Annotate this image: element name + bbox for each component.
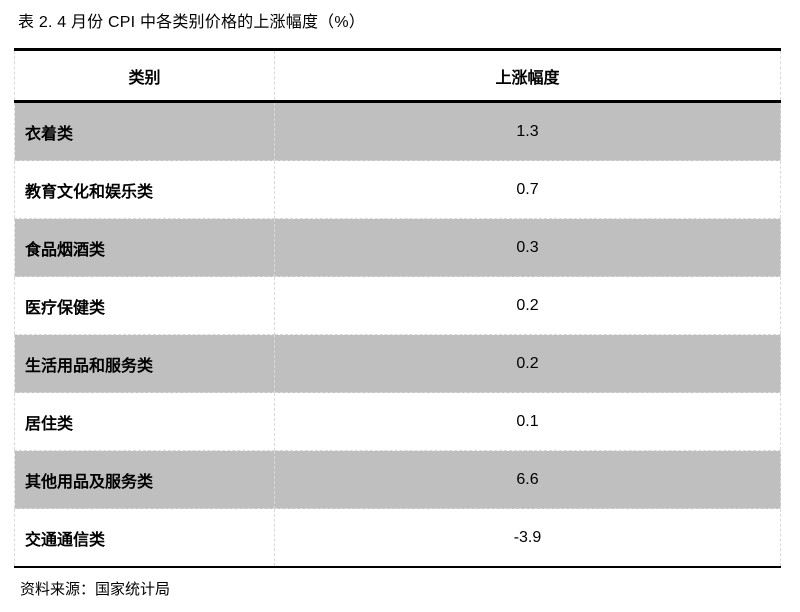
value-cell: 1.3 (274, 101, 781, 161)
category-cell: 医疗保健类 (14, 276, 275, 335)
category-cell: 交通通信类 (14, 508, 275, 568)
table-row: 医疗保健类 0.2 (14, 276, 781, 335)
category-cell: 其他用品及服务类 (14, 450, 275, 509)
category-cell: 教育文化和娱乐类 (14, 160, 275, 219)
col-header-increase: 上涨幅度 (274, 48, 781, 103)
category-cell: 衣着类 (14, 101, 275, 161)
table-row: 居住类 0.1 (14, 392, 781, 451)
table-row: 交通通信类 -3.9 (14, 508, 781, 568)
value-cell: 0.2 (274, 276, 781, 335)
value-cell: 0.2 (274, 334, 781, 393)
table-row: 衣着类 1.3 (14, 101, 781, 161)
table-header: 类别 上涨幅度 (14, 48, 781, 103)
table-row: 生活用品和服务类 0.2 (14, 334, 781, 393)
value-cell: 6.6 (274, 450, 781, 509)
table-title: 表 2. 4 月份 CPI 中各类别价格的上涨幅度（%） (18, 14, 365, 31)
value-cell: 0.3 (274, 218, 781, 277)
table-row: 教育文化和娱乐类 0.7 (14, 160, 781, 219)
category-cell: 食品烟酒类 (14, 218, 275, 277)
table-row: 其他用品及服务类 6.6 (14, 450, 781, 509)
cpi-table: 类别 上涨幅度 衣着类 1.3 教育文化和娱乐类 0.7 食品烟酒类 0.3 医疗保健类 0.… (14, 48, 781, 568)
category-cell: 居住类 (14, 392, 275, 451)
table-row: 食品烟酒类 0.3 (14, 218, 781, 277)
category-cell: 生活用品和服务类 (14, 334, 275, 393)
value-cell: 0.7 (274, 160, 781, 219)
value-cell: -3.9 (274, 508, 781, 568)
table-body: 衣着类 1.3 教育文化和娱乐类 0.7 食品烟酒类 0.3 医疗保健类 0.2 生活用品和服务… (14, 101, 781, 568)
value-cell: 0.1 (274, 392, 781, 451)
data-source: 资料来源：国家统计局 (20, 581, 171, 598)
header-row: 类别 上涨幅度 (14, 48, 781, 103)
col-header-category: 类别 (14, 48, 275, 103)
